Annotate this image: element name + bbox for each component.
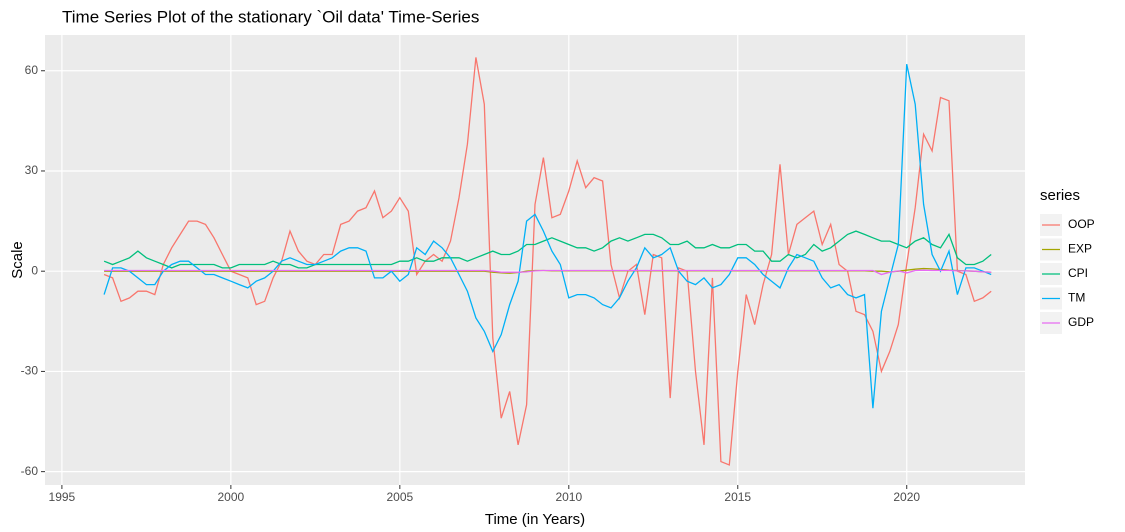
- series-line: [104, 269, 992, 276]
- legend-title: series: [1040, 187, 1080, 204]
- chart-title: Time Series Plot of the stationary `Oil …: [62, 7, 479, 26]
- legend-label: CPI: [1068, 266, 1088, 280]
- y-tick-label: -60: [21, 464, 39, 478]
- x-tick-label: 1995: [49, 490, 76, 504]
- y-tick-label: -30: [21, 364, 39, 378]
- series-line: [103, 57, 992, 466]
- panel: [45, 35, 1025, 485]
- x-tick-label: 2005: [386, 490, 413, 504]
- x-tick-label: 2015: [724, 490, 751, 504]
- legend-label: EXP: [1068, 242, 1092, 256]
- series-line: [103, 63, 992, 409]
- x-tick-label: 2020: [893, 490, 920, 504]
- x-tick-label: 2010: [555, 490, 582, 504]
- legend-label: OOP: [1068, 217, 1095, 231]
- x-tick-label: 2000: [218, 490, 245, 504]
- y-axis-label: Scale: [9, 241, 26, 279]
- y-tick-label: 0: [31, 263, 38, 277]
- legend-label: GDP: [1068, 315, 1094, 329]
- legend-label: TM: [1068, 291, 1085, 305]
- y-tick-label: 30: [25, 163, 39, 177]
- y-tick-label: 60: [25, 63, 39, 77]
- x-axis-label: Time (in Years): [485, 511, 585, 528]
